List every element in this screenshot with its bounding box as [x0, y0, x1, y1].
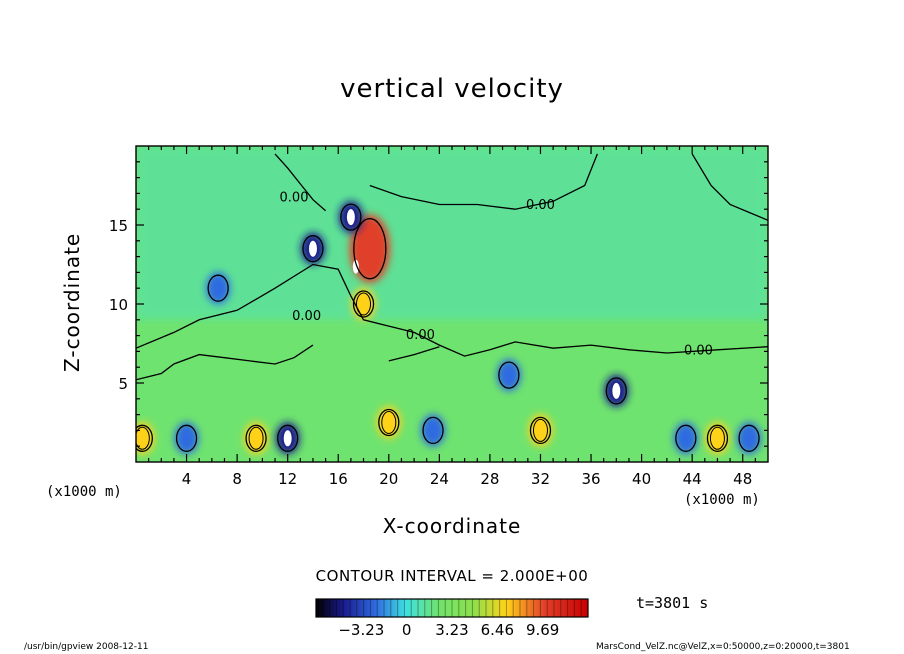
upper-near-zero-band: [136, 146, 768, 320]
feature-peak-7: [346, 209, 355, 226]
feature-contour-2: [378, 408, 400, 437]
feature-peak-0: [352, 259, 359, 274]
x-tick-label-9: 40: [632, 470, 651, 488]
feature-contour-1: [352, 290, 375, 318]
feature-core-5: [248, 426, 264, 450]
feature-contour-7: [340, 203, 362, 231]
feature-contour-14: [175, 424, 198, 452]
contour-label-0: 0.00: [280, 190, 309, 205]
feature-core-1: [356, 292, 372, 316]
y-tick-label-0: 5: [118, 375, 128, 393]
x-tick-label-3: 16: [329, 470, 348, 488]
feature-core-3: [532, 418, 548, 442]
feature-downdraft-16: [737, 422, 762, 455]
zero-contour-0: [136, 263, 768, 357]
footer-right: MarsCond_VelZ.nc@VelZ,x=0:50000,z=0:2000…: [596, 642, 850, 652]
x-tick-label-5: 24: [430, 470, 449, 488]
contour-label-4: 0.00: [684, 344, 713, 359]
colorbar-tick-label-3: 6.46: [481, 621, 514, 639]
colorbar-tick-label-4: 9.69: [526, 621, 559, 639]
x-tick-label-0: 4: [182, 470, 192, 488]
y-axis-label: Z-coordinate: [60, 232, 84, 372]
feature-downdraft-10: [206, 272, 231, 305]
feature-contour-8: [302, 235, 324, 263]
feature-downdraft-12: [421, 414, 446, 447]
colorbar-gradient: [316, 599, 588, 617]
zero-contour-1: [274, 153, 327, 212]
feature-downdraft-14: [174, 422, 199, 455]
x-unit-left: (x1000 m): [46, 484, 122, 500]
feature-contour-13: [675, 424, 697, 452]
x-tick-label-2: 12: [278, 470, 297, 488]
zero-contour-3: [691, 153, 768, 221]
chart-title: vertical velocity: [340, 74, 564, 104]
contour-label-3: 0.00: [406, 328, 435, 343]
feature-contour-12: [422, 416, 444, 445]
feature-contour-10: [207, 274, 229, 302]
x-axis-label: X-coordinate: [382, 514, 522, 538]
feature-core-2: [381, 411, 397, 434]
feature-contour-6: [136, 424, 153, 452]
time-label: t=3801 s: [636, 594, 709, 612]
x-tick-label-4: 20: [379, 470, 398, 488]
zero-contour-2: [369, 153, 599, 210]
x-tick-label-1: 8: [232, 470, 242, 488]
feature-contour-9: [277, 424, 299, 452]
x-tick-label-6: 28: [480, 470, 499, 488]
feature-peak-11: [612, 382, 621, 399]
contour-label-1: 0.00: [526, 198, 555, 213]
x-tick-label-7: 32: [531, 470, 550, 488]
x-tick-label-10: 44: [683, 470, 702, 488]
colorbar-frame: [315, 598, 589, 618]
feature-contour-11: [605, 377, 627, 405]
x-tick-label-11: 48: [733, 470, 752, 488]
feature-contour-0: [353, 218, 387, 280]
colorbar-tick-label-1: 0: [402, 621, 412, 639]
feature-contour-5: [245, 424, 267, 452]
zero-contour-5: [388, 346, 440, 362]
x-unit-right: (x1000 m): [684, 492, 760, 508]
zero-contour-4: [136, 344, 314, 381]
feature-core-4: [709, 426, 725, 450]
feature-contour-3: [529, 416, 552, 445]
feature-contour-16: [738, 424, 760, 452]
feature-downdraft-15: [496, 359, 521, 392]
feature-peak-8: [308, 240, 317, 257]
contour-interval: CONTOUR INTERVAL = 2.000E+00: [315, 567, 589, 585]
feature-contour-4: [706, 424, 729, 452]
feature-downdraft-13: [673, 422, 698, 455]
y-tick-label-1: 10: [109, 296, 128, 314]
feature-peak-9: [283, 430, 292, 447]
x-tick-label-8: 36: [581, 470, 600, 488]
contour-label-2: 0.00: [292, 309, 321, 324]
colorbar-tick-label-0: −3.23: [338, 621, 384, 639]
feature-core-0: [359, 240, 372, 269]
y-tick-label-2: 15: [109, 217, 128, 235]
feature-contour-15: [498, 361, 520, 389]
feature-core-6: [136, 426, 150, 450]
footer-left: /usr/bin/gpview 2008-12-11: [24, 642, 149, 652]
colorbar-tick-label-2: 3.23: [435, 621, 468, 639]
